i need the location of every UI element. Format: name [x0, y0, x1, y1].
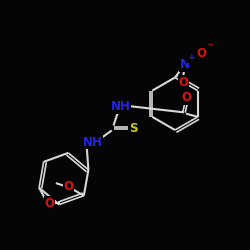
Text: +: +	[188, 53, 195, 62]
Text: O: O	[178, 76, 188, 89]
Text: S: S	[130, 122, 138, 134]
Text: N: N	[180, 58, 190, 71]
Text: O: O	[182, 91, 192, 104]
Text: O: O	[63, 180, 73, 193]
Text: NH: NH	[110, 100, 130, 114]
Text: NH: NH	[82, 136, 102, 148]
Text: O: O	[44, 197, 54, 210]
Text: O: O	[196, 47, 206, 60]
Text: ⁻: ⁻	[207, 42, 213, 52]
